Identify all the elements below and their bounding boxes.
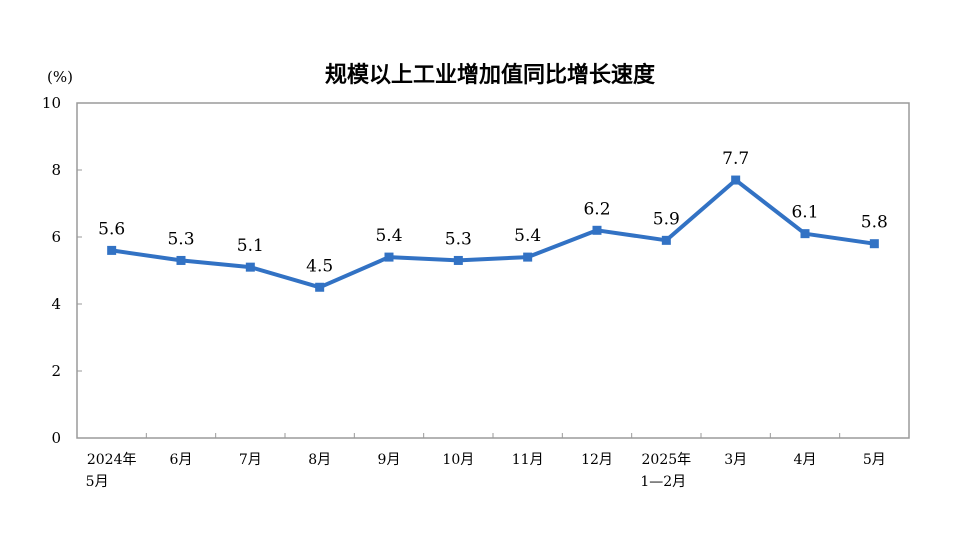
data-label: 5.6 [98, 219, 125, 239]
data-point [107, 245, 117, 255]
data-label: 5.4 [514, 226, 541, 246]
data-label: 5.3 [445, 229, 472, 249]
data-point [800, 229, 810, 239]
x-tick-label: 1—2月 [640, 474, 686, 490]
x-tick-label: 8月 [308, 452, 331, 468]
x-tick-label: 7月 [239, 452, 262, 468]
y-tick-label: 10 [42, 94, 61, 112]
x-tick-label: 9月 [378, 452, 401, 468]
y-axis: 0 2 4 6 8 10 [42, 94, 82, 447]
x-tick-label: 5月 [863, 452, 886, 468]
x-tick-label: 2025年 [642, 452, 692, 468]
series-group [107, 175, 879, 292]
y-unit-label: (%) [47, 68, 73, 86]
x-tick-label: 6月 [170, 452, 193, 468]
x-tick-label: 11月 [512, 452, 544, 468]
y-tick-label: 0 [51, 429, 61, 447]
data-point [731, 175, 741, 185]
data-point [869, 239, 879, 249]
data-label: 5.3 [167, 229, 194, 249]
data-label: 5.8 [861, 213, 888, 233]
data-point [592, 225, 602, 235]
data-point [384, 252, 394, 262]
x-tick-label: 5月 [86, 474, 109, 490]
series-line [111, 178, 875, 290]
data-label: 5.1 [237, 236, 264, 256]
x-tick-label: 4月 [794, 452, 817, 468]
data-label: 6.2 [583, 199, 610, 219]
data-label: 4.5 [306, 256, 333, 276]
data-point [453, 255, 463, 265]
data-point [176, 255, 186, 265]
y-tick-label: 6 [51, 228, 61, 246]
x-tick-label: 12月 [581, 452, 613, 468]
chart-title: 规模以上工业增加值同比增长速度 [325, 62, 656, 88]
plot-area-frame [76, 102, 910, 439]
y-tick-label: 2 [51, 362, 61, 380]
x-tick-label: 2024年 [87, 452, 137, 468]
data-label: 5.9 [653, 209, 680, 229]
x-axis: 2024年 5月 6月 7月 8月 9月 10月 11月 12月 2025年 1—2月 3月 4月 5月 [86, 433, 886, 490]
data-labels: 5.6 5.3 5.1 4.5 5.4 5.3 5.4 6.2 5.9 7.7 6.1 5.8 [98, 149, 888, 276]
data-point [661, 235, 671, 245]
data-point [245, 262, 255, 272]
x-tick-label: 10月 [442, 452, 474, 468]
data-label: 5.4 [375, 226, 402, 246]
y-tick-label: 4 [51, 295, 61, 313]
data-point [523, 252, 533, 262]
data-label: 6.1 [791, 203, 818, 223]
x-tick-label: 3月 [724, 452, 747, 468]
data-point [315, 282, 325, 292]
data-label: 7.7 [722, 149, 749, 169]
y-tick-label: 8 [51, 161, 61, 179]
